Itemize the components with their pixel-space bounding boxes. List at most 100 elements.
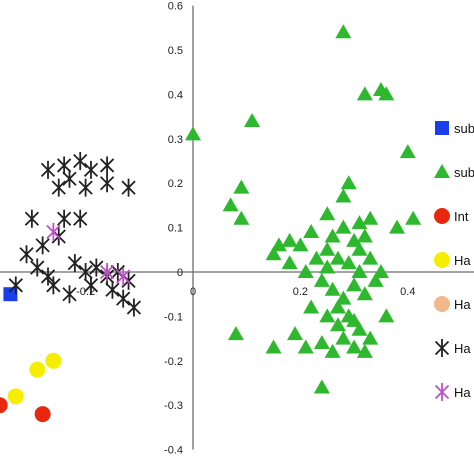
data-point	[99, 174, 115, 193]
data-point	[227, 326, 244, 341]
data-point	[73, 152, 88, 170]
data-point	[78, 178, 93, 197]
data-point	[265, 246, 282, 261]
legend-marker	[434, 208, 450, 224]
data-point	[351, 241, 368, 256]
data-point	[362, 250, 379, 265]
legend-label: Ha	[454, 385, 471, 400]
data-point	[56, 209, 72, 228]
data-point	[389, 219, 406, 234]
data-point	[346, 232, 363, 247]
data-point	[346, 312, 363, 327]
y-tick-label: 0	[177, 267, 183, 279]
data-point	[3, 287, 18, 302]
data-point	[8, 276, 23, 295]
data-point	[233, 210, 250, 225]
y-tick-label: 0.1	[168, 223, 183, 235]
x-tick-label: 0.2	[293, 286, 308, 298]
data-point	[329, 250, 346, 265]
legend-label: Ha	[454, 341, 471, 356]
data-point	[340, 175, 357, 190]
data-point	[265, 339, 282, 354]
data-point	[292, 237, 309, 252]
data-point	[335, 330, 352, 345]
data-point	[319, 206, 336, 221]
legend-label: sub	[454, 121, 474, 136]
legend-marker	[434, 383, 450, 401]
series-5-points	[8, 152, 142, 317]
data-point	[99, 263, 115, 281]
legend-label: Ha	[454, 253, 471, 268]
data-point	[356, 286, 373, 301]
series-1-points	[185, 24, 422, 394]
data-point	[73, 209, 88, 228]
y-tick-label: -0.3	[164, 400, 183, 412]
x-tick-label: 0	[190, 286, 196, 298]
data-point	[313, 335, 330, 350]
data-point	[405, 210, 422, 225]
data-point	[116, 267, 131, 286]
data-point	[78, 263, 93, 281]
y-tick-label: 0.3	[168, 134, 183, 146]
legend-marker	[434, 339, 450, 357]
data-point	[335, 219, 352, 234]
data-points	[0, 24, 422, 423]
data-point	[281, 255, 298, 270]
y-tick-label: 0.4	[168, 89, 183, 101]
x-tick-label: 0.4	[400, 286, 415, 298]
data-point	[270, 237, 287, 252]
data-point	[367, 272, 384, 287]
data-point	[399, 144, 416, 159]
data-point	[83, 160, 99, 179]
series-6-points	[46, 223, 131, 286]
data-point	[222, 197, 239, 212]
data-point	[244, 113, 261, 128]
data-point	[313, 379, 330, 394]
legend-marker	[435, 121, 449, 135]
data-point	[297, 264, 314, 278]
data-point	[287, 326, 304, 341]
data-point	[35, 236, 50, 255]
data-point	[56, 156, 72, 175]
data-point	[362, 330, 379, 345]
data-point	[329, 317, 346, 332]
data-point	[340, 255, 357, 270]
axes	[0, 5, 474, 450]
data-point	[281, 232, 298, 247]
y-tick-label: -0.4	[164, 445, 183, 457]
data-point	[46, 223, 61, 242]
data-point	[105, 280, 120, 299]
data-point	[324, 228, 341, 243]
data-point	[319, 308, 336, 323]
data-point	[116, 289, 131, 308]
data-point	[335, 290, 352, 305]
data-point	[30, 258, 45, 277]
legend: sub sub Int Ha Ha Ha Ha	[434, 121, 474, 401]
data-point	[324, 343, 341, 358]
series-3-points	[7, 352, 62, 405]
data-point	[356, 343, 373, 358]
data-point	[308, 250, 325, 265]
data-point	[356, 86, 373, 101]
data-point	[89, 258, 104, 277]
data-point	[297, 339, 314, 354]
data-point	[34, 406, 51, 423]
data-point	[319, 259, 336, 274]
data-point	[46, 276, 61, 295]
data-point	[378, 308, 395, 323]
data-point	[319, 241, 336, 256]
data-point	[351, 321, 368, 336]
data-point	[29, 361, 46, 378]
data-point	[335, 188, 352, 203]
data-point	[303, 224, 320, 239]
data-point	[335, 24, 352, 39]
data-point	[51, 178, 66, 197]
data-point	[233, 179, 250, 194]
data-point	[362, 210, 379, 225]
series-2-points	[0, 397, 51, 423]
data-point	[19, 245, 34, 264]
y-tick-label: -0.1	[164, 311, 183, 323]
legend-marker	[434, 164, 450, 178]
data-point	[99, 156, 115, 175]
